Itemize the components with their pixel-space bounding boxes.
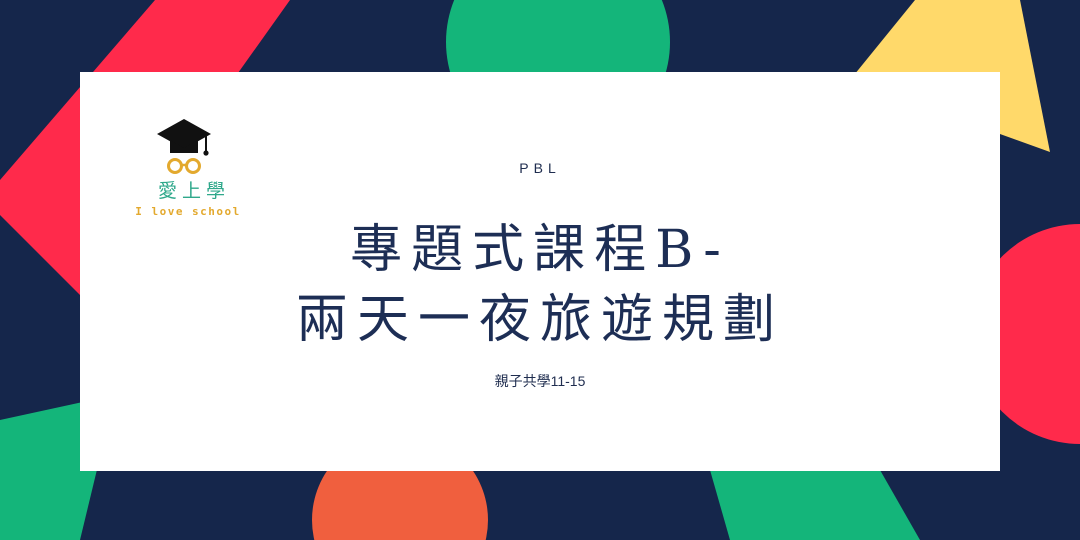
title-card: 愛上學 I love school PBL 專題式課程B- 兩天一夜旅遊規劃 親… [80,72,1000,471]
glasses-icon [167,158,201,174]
logo: 愛上學 I love school [118,116,258,226]
logo-english-name: I love school [135,205,241,218]
logo-graphic [157,119,211,174]
eyebrow-label: PBL [519,160,561,176]
logo-chinese-name: 愛上學 [157,180,230,202]
graduation-cap-icon [157,119,211,156]
subtitle: 親子共學11-15 [494,373,586,389]
title-line-2: 兩天一夜旅遊規劃 [295,290,784,350]
title-line-1: 專題式課程B- [350,220,730,280]
